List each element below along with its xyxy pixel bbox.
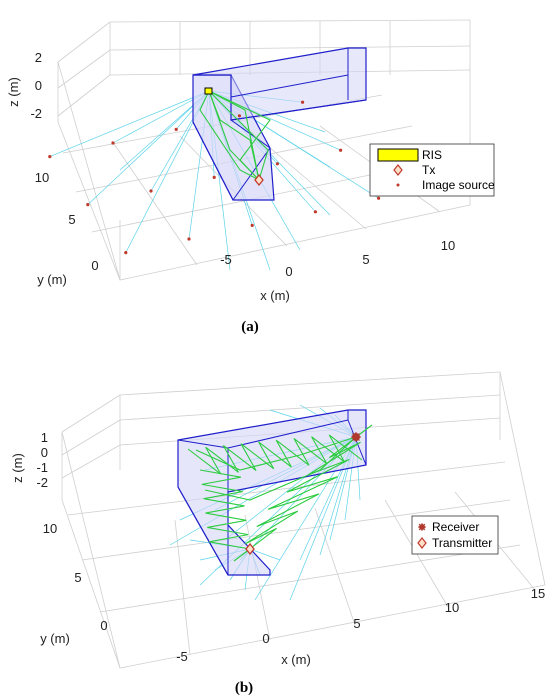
image-source-point	[237, 114, 241, 118]
z-tick: 2	[35, 50, 42, 65]
reflection-ray	[208, 90, 260, 181]
y-axis-label-a: y (m)	[37, 272, 67, 287]
axes-box-b	[61, 371, 546, 669]
image-source-point	[149, 189, 153, 193]
x-tick: 10	[445, 600, 459, 615]
reflection-ray	[208, 90, 271, 181]
legend-entry: Transmitter	[432, 536, 492, 550]
tx-marker-a	[254, 173, 264, 187]
image-source-markers	[48, 100, 381, 255]
x-axis-label-b: x (m)	[281, 652, 311, 667]
reflection-ray	[208, 90, 269, 181]
reflection-ray	[199, 90, 260, 181]
x-axis-label-a: x (m)	[260, 288, 290, 303]
legend-entry: Image source	[422, 178, 495, 192]
rx-marker-b	[351, 432, 361, 442]
z-axis-label-b: z (m)	[10, 453, 25, 483]
z-axis-label-a: z (m)	[6, 77, 21, 107]
x-tick: -5	[176, 649, 188, 664]
reflection-ray	[187, 434, 363, 475]
z-tick: -2	[36, 475, 48, 490]
x-tick: 10	[441, 238, 455, 253]
caption-b: (b)	[235, 680, 253, 696]
legend-rx-swatch	[418, 523, 426, 531]
image-source-point	[377, 196, 381, 200]
image-source-point	[86, 203, 90, 207]
panel-b: -5 0 5 10 15 0 5 10 1 0 -1 -2 x (m) y (m…	[10, 371, 546, 696]
y-tick: 10	[43, 521, 57, 536]
ray-path	[87, 90, 210, 205]
image-source-point	[111, 141, 115, 145]
legend-entry: Tx	[422, 163, 435, 177]
z-tick: -1	[36, 460, 48, 475]
legend-ris-swatch	[377, 148, 419, 162]
y-tick: 10	[35, 170, 49, 185]
reflection-ray	[233, 424, 373, 562]
reflection-ray	[199, 469, 251, 550]
x-tick: 5	[362, 252, 369, 267]
y-ticks-b: 0 5 10	[43, 521, 108, 633]
reflection-ray	[208, 90, 260, 181]
ris-marker	[204, 87, 213, 95]
image-source-point	[313, 210, 317, 214]
image-source-point	[174, 127, 178, 131]
legend-entry: RIS	[422, 148, 442, 162]
x-ticks-b: -5 0 5 10 15	[176, 586, 545, 664]
x-tick: 0	[285, 264, 292, 279]
y-tick: 5	[68, 212, 75, 227]
y-axis-label-b: y (m)	[40, 631, 70, 646]
image-source-point	[48, 155, 52, 159]
legend-b: Receiver Transmitter	[411, 515, 499, 555]
x-tick: 0	[262, 631, 269, 646]
image-source-point	[301, 100, 305, 104]
legend-imgsrc-swatch	[396, 183, 400, 187]
y-tick: 0	[100, 618, 107, 633]
ray-path	[249, 548, 281, 561]
z-ticks-b: 1 0 -1 -2	[36, 430, 48, 490]
legend-tx-swatch	[393, 164, 403, 176]
caption-a: (a)	[241, 319, 259, 335]
x-tick: 15	[531, 586, 545, 601]
y-ticks-a: 0 5 10	[35, 170, 99, 273]
image-source-point	[275, 162, 279, 166]
y-tick: 5	[74, 570, 81, 585]
z-tick: 1	[41, 430, 48, 445]
x-tick: -5	[220, 252, 232, 267]
z-tick: -2	[30, 106, 42, 121]
x-tick: 5	[353, 616, 360, 631]
x-ticks-a: -5 0 5 10	[220, 238, 455, 279]
image-source-point	[250, 223, 254, 227]
z-tick: 0	[35, 78, 42, 93]
legend-entry: Receiver	[432, 520, 479, 534]
z-ticks-a: 2 0 -2	[30, 50, 42, 121]
panel-a: -5 0 5 10 0 5 10 2 0 -2 x (m) y (m) z (m…	[6, 19, 495, 335]
tx-marker-b	[245, 542, 255, 556]
rays-a	[199, 90, 271, 181]
room-b	[177, 409, 367, 576]
image-source-point	[212, 175, 216, 179]
legend-a: RIS Tx Image source	[369, 143, 495, 197]
legend-tx-swatch-b	[417, 537, 427, 549]
image-source-point	[124, 251, 128, 255]
ray-path	[49, 90, 210, 157]
image-source-point	[187, 237, 191, 241]
y-tick: 0	[91, 258, 98, 273]
z-tick: 0	[41, 445, 48, 460]
image-source-point	[339, 148, 343, 152]
room-a	[192, 47, 367, 201]
